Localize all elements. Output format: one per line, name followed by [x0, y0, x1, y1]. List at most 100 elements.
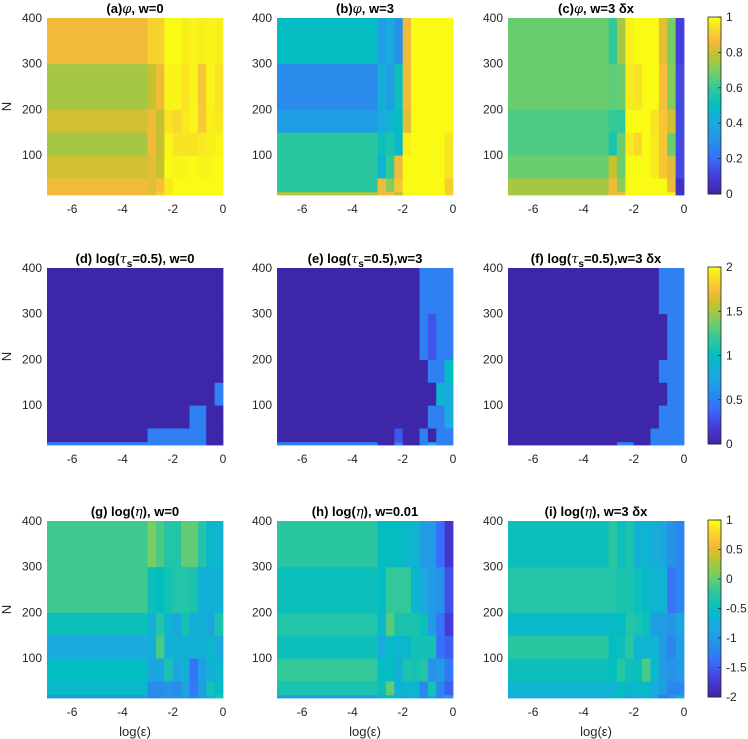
heatmap-cell	[675, 313, 685, 360]
colorbar-swatch	[708, 583, 721, 587]
colorbar-swatch	[708, 130, 721, 134]
colorbar-swatch	[708, 272, 721, 276]
heatmap-cell	[181, 132, 190, 156]
heatmap-cell	[642, 313, 651, 360]
heatmap-cell	[394, 566, 404, 613]
y-tick-label: 300	[483, 560, 503, 574]
colorbar-swatch	[708, 86, 721, 90]
heatmap-cell	[214, 155, 224, 179]
heatmap-cell	[625, 109, 635, 133]
heatmap-cell	[658, 612, 668, 636]
heatmap-cell	[625, 132, 635, 156]
heatmap-cell	[650, 658, 660, 682]
x-axis-label: log(ε)	[349, 724, 381, 739]
heatmap-cell	[385, 521, 395, 568]
heatmap-cell	[675, 178, 685, 193]
heatmap-cell	[155, 63, 165, 110]
heatmap-cell	[642, 441, 651, 446]
heatmap-cell	[650, 612, 660, 636]
heatmap-cell	[675, 382, 685, 406]
heatmap-cell	[214, 18, 224, 65]
heatmap-cell	[214, 178, 224, 193]
heatmap-cell	[642, 178, 651, 193]
heatmap-cell	[214, 681, 224, 696]
y-tick-label: 300	[22, 560, 42, 574]
heatmap-cell	[675, 268, 685, 315]
heatmap-cell	[377, 63, 387, 110]
heatmap-cell	[608, 18, 618, 65]
heatmap-cell	[197, 694, 207, 699]
heatmap-cell	[172, 313, 182, 360]
colorbar-swatch	[708, 294, 721, 298]
heatmap-cell	[616, 132, 626, 156]
colorbar-tick-label: 0	[726, 187, 733, 201]
title-rest: =0.5),w=3	[364, 251, 423, 266]
colorbar-swatch	[708, 336, 721, 340]
heatmap-cell	[189, 681, 199, 696]
heatmap-cell	[197, 268, 207, 315]
colorbar-swatch	[708, 80, 721, 84]
heatmap-cell	[394, 441, 404, 446]
heatmap-cell	[181, 521, 190, 568]
y-tick-label: 300	[22, 57, 42, 71]
heatmap-cell	[172, 441, 182, 446]
colorbar-swatch	[708, 391, 721, 395]
heatmap-cell	[444, 268, 454, 315]
heatmap-cell	[172, 155, 182, 179]
x-tick-label: -4	[347, 202, 358, 216]
title-symbol: η	[135, 505, 143, 520]
colorbar-swatch	[708, 677, 721, 681]
colorbar-swatch	[708, 525, 721, 529]
heatmap-cell	[164, 635, 174, 659]
colorbar-swatch	[708, 88, 721, 93]
heatmap-cell	[394, 681, 404, 696]
colorbar-swatch	[708, 91, 721, 95]
heatmap-cell	[277, 441, 378, 446]
colorbar-swatch	[708, 413, 721, 417]
heatmap-cell	[189, 521, 199, 568]
heatmap-cell	[444, 681, 454, 696]
colorbar-swatch	[708, 683, 721, 687]
heatmap-cell	[181, 635, 190, 659]
heatmap-cell	[385, 658, 395, 682]
heatmap-cell	[147, 268, 157, 315]
heatmap-cell	[164, 566, 174, 613]
heatmap-cell	[147, 428, 157, 443]
heatmap-cell	[277, 566, 378, 613]
heatmap-cell	[642, 521, 651, 568]
heatmap-cell	[508, 612, 609, 636]
heatmap-cell	[658, 155, 668, 179]
colorbar-swatch	[708, 553, 721, 557]
title-rest: =0.5),w=3 δx	[584, 251, 662, 266]
colorbar-swatch	[708, 325, 721, 329]
heatmap-cell	[189, 441, 199, 446]
heatmap-cell	[419, 191, 429, 196]
title-subscript: s	[578, 259, 584, 270]
heatmap-cell	[625, 428, 635, 443]
colorbar-swatch	[708, 116, 721, 120]
heatmap-cell	[197, 441, 207, 446]
heatmap-cell	[377, 441, 387, 446]
heatmap-cell	[206, 681, 216, 696]
heatmap-cell	[436, 132, 446, 156]
heatmap-cell	[444, 566, 454, 613]
heatmap-cell	[616, 313, 626, 360]
heatmap-cell	[658, 268, 668, 315]
y-tick-label: 100	[483, 651, 503, 665]
heatmap-cell	[650, 109, 660, 133]
heatmap-cell	[277, 63, 378, 110]
heatmap-cell	[47, 635, 148, 659]
heatmap-cell	[419, 566, 429, 613]
colorbar-tick-label: 0.8	[726, 45, 743, 59]
heatmap-cell	[411, 566, 420, 613]
y-tick-label: 200	[252, 352, 272, 366]
heatmap-cell	[444, 441, 454, 446]
heatmap-cell	[172, 382, 182, 406]
heatmap-cell	[650, 428, 660, 443]
panel-title: (g) log(η), w=0	[91, 504, 179, 520]
heatmap-cell	[164, 405, 174, 429]
heatmap-cell	[47, 268, 148, 315]
heatmap-cell	[658, 521, 668, 568]
y-tick-label: 400	[252, 514, 272, 528]
heatmap-cell	[411, 681, 420, 696]
